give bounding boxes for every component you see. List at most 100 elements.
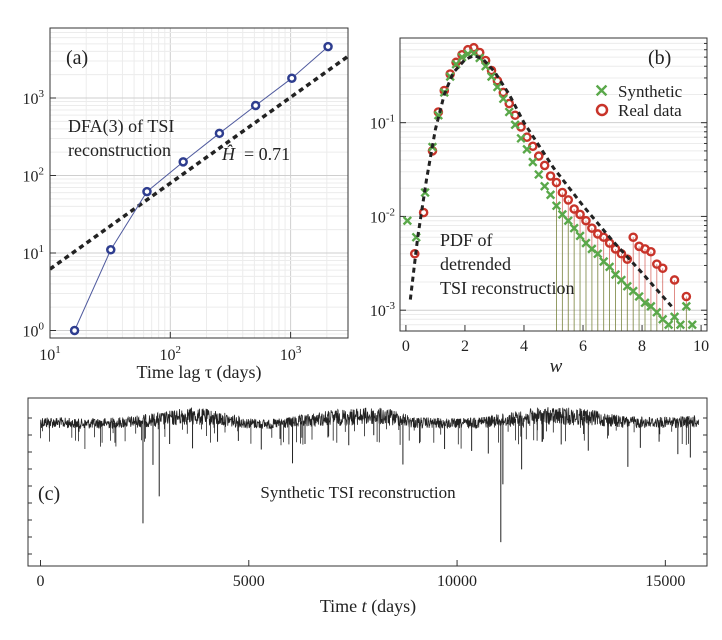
panel-a-hurst-value: = 0.71 <box>244 144 290 164</box>
synthetic-data-point <box>652 307 662 317</box>
x-tick-label: 101 <box>39 344 61 364</box>
synthetic-data-point <box>563 216 573 226</box>
synthetic-data-point <box>402 216 413 226</box>
real-data-point <box>569 204 579 214</box>
synthetic-data-point <box>457 52 467 62</box>
panel-c-label: (c) <box>38 483 60 505</box>
panel-b-title-line3: TSI reconstruction <box>440 278 574 298</box>
real-data-point <box>587 223 597 233</box>
real-data-point <box>551 177 562 188</box>
real-data-point <box>418 207 429 218</box>
y-tick-label: 101 <box>23 243 45 263</box>
panel-c-xlabel: Time t (days) <box>320 596 416 617</box>
real-data-point <box>557 187 568 198</box>
real-data-point <box>504 98 515 109</box>
legend-real-label: Real data <box>618 101 682 120</box>
panel-b-label: (b) <box>648 47 671 69</box>
series-line <box>74 46 329 331</box>
synthetic-data-point <box>640 298 650 308</box>
synthetic-data-point <box>593 249 603 259</box>
real-data-point <box>581 215 591 226</box>
synthetic-data-point <box>510 120 520 130</box>
data-point <box>214 128 225 139</box>
real-data-point <box>545 171 556 181</box>
x-tick-label: 5000 <box>233 573 265 590</box>
x-tick-label: 103 <box>280 344 302 364</box>
synthetic-data-point <box>486 71 497 82</box>
x-tick-label: 0 <box>36 573 44 590</box>
legend-synthetic-label: Synthetic <box>618 82 683 101</box>
panel-c-series <box>40 407 700 543</box>
x-tick-label: 4 <box>520 338 528 355</box>
fit-curve <box>408 53 673 308</box>
panel-a-title-line2: reconstruction <box>68 140 171 160</box>
panel-a-fit-line <box>50 54 348 271</box>
data-point <box>178 157 188 167</box>
data-point <box>250 100 261 111</box>
panel-b-title-line2: detrended <box>440 254 511 274</box>
synthetic-data-point <box>569 223 579 233</box>
synthetic-data-point <box>575 231 585 241</box>
data-point <box>106 245 116 255</box>
tsi-trace <box>40 407 700 449</box>
synthetic-data-point <box>687 320 697 330</box>
data-point <box>69 325 80 336</box>
x-tick-label: 6 <box>579 338 587 355</box>
panel-c-frame <box>27 397 708 567</box>
data-point <box>142 186 152 197</box>
synthetic-data-point <box>528 157 538 167</box>
real-data-point <box>539 160 550 171</box>
synthetic-data-point <box>504 107 514 117</box>
real-data-point <box>657 263 668 274</box>
real-data-point <box>575 209 585 220</box>
real-data-point <box>533 151 544 161</box>
x-tick-label: 102 <box>160 344 182 364</box>
real-data-point <box>646 246 656 257</box>
x-tick-label: 2 <box>461 338 469 355</box>
synthetic-data-point <box>675 320 686 330</box>
synthetic-data-point <box>663 320 674 330</box>
synthetic-data-point <box>498 94 508 104</box>
y-tick-label: 100 <box>23 320 45 340</box>
panel-b-series <box>402 42 697 331</box>
panel-c: 0 5000 10000 15000 (c) Synthetic TSI recons… <box>27 397 708 617</box>
real-data-point <box>669 275 680 285</box>
synthetic-data-point <box>534 169 544 180</box>
real-data-point <box>628 232 639 243</box>
panel-b: 0 2 4 6 8 10 10-3 10-2 10-1 (b) PDF of detrended… <box>370 37 709 377</box>
y-tick-label: 10-2 <box>370 206 395 226</box>
synthetic-data-point <box>451 59 461 69</box>
x-tick-label: 0 <box>402 338 410 355</box>
panel-a-ticks: 101 102 103 100 101 102 103 <box>23 88 302 364</box>
legend-synthetic-marker: ✕ <box>594 81 609 101</box>
synthetic-data-point <box>516 133 526 144</box>
synthetic-data-point <box>604 262 615 272</box>
panel-a-title-line1: DFA(3) of TSI <box>68 116 174 137</box>
real-data-point <box>563 195 574 205</box>
synthetic-data-point <box>669 312 680 322</box>
panel-b-xlabel: w <box>550 356 563 377</box>
panel-b-title-line1: PDF of <box>440 230 493 250</box>
data-point <box>323 41 333 52</box>
panel-c-ticks: 0 5000 10000 15000 <box>28 417 707 590</box>
y-tick-label: 10-1 <box>370 113 395 133</box>
panel-b-legend: ✕ Synthetic Real data <box>594 81 683 120</box>
x-tick-label: 8 <box>638 338 646 355</box>
y-tick-label: 103 <box>23 88 45 108</box>
fit-line <box>50 54 348 271</box>
panel-a-series <box>69 41 333 336</box>
real-data-point <box>681 291 692 302</box>
panel-a-xlabel: Time lag τ (days) <box>136 362 261 383</box>
synthetic-data-point <box>551 201 562 211</box>
synthetic-data-point <box>681 301 691 311</box>
panel-a-frame <box>49 27 349 339</box>
x-tick-label: 15000 <box>645 573 685 590</box>
panel-c-title: Synthetic TSI reconstruction <box>260 483 456 502</box>
synthetic-data-point <box>522 144 532 154</box>
real-data-point <box>451 57 461 68</box>
y-tick-label: 10-3 <box>370 300 396 320</box>
x-tick-label: 10000 <box>437 573 477 590</box>
synthetic-data-point <box>539 181 550 191</box>
panel-a-label: (a) <box>66 47 88 69</box>
